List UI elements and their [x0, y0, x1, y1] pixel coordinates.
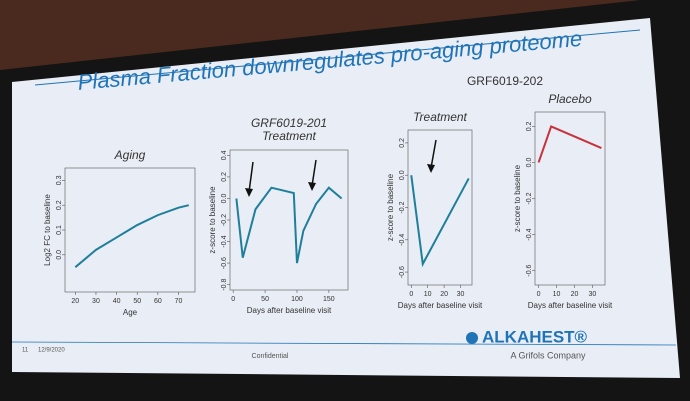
y-tick-label: 0.2	[526, 121, 533, 131]
x-tick-label: 150	[323, 296, 335, 303]
y-tick-label: -0.8	[221, 278, 228, 290]
x-tick-label: 30	[457, 291, 465, 298]
x-tick-label: 50	[133, 298, 141, 305]
x-tick-label: 30	[92, 298, 100, 305]
y-tick-label: 0.2	[399, 138, 406, 148]
x-tick-label: 40	[113, 298, 121, 305]
y-tick-label: -0.4	[221, 235, 228, 247]
x-axis-label: Days after baseline visit	[247, 306, 332, 315]
panel-title: GRF6019-201	[251, 116, 327, 130]
x-tick-label: 10	[424, 291, 432, 298]
y-tick-label: -0.4	[399, 234, 406, 246]
y-tick-label: 0.4	[221, 150, 228, 160]
panel-title: Aging	[114, 148, 146, 162]
data-line	[74, 204, 190, 268]
y-tick-label: 0.1	[56, 225, 63, 235]
x-tick-label: 30	[589, 291, 597, 298]
footer-rule	[11, 341, 677, 346]
x-tick-label: 10	[553, 291, 561, 298]
x-tick-label: 70	[175, 298, 183, 305]
page-number: 11	[22, 348, 29, 354]
y-axis-label: Log2 FC to baseline	[43, 194, 52, 266]
x-tick-label: 50	[261, 296, 269, 303]
y-axis-label: z-score to baseline	[386, 173, 395, 241]
x-tick-label: 20	[571, 291, 579, 298]
y-tick-label: -0.4	[526, 228, 533, 240]
logo-sub: A Grifols Company	[510, 350, 586, 360]
arrowhead	[427, 164, 435, 173]
y-tick-label: -0.2	[399, 201, 406, 213]
arrowhead	[308, 182, 316, 191]
logo-icon	[466, 332, 478, 344]
y-tick-label: 0.0	[399, 170, 406, 180]
arrow	[248, 161, 254, 193]
x-tick-label: 60	[154, 298, 162, 305]
x-tick-label: 20	[71, 298, 79, 305]
y-tick-label: -0.6	[399, 266, 406, 278]
x-tick-label: 100	[291, 296, 303, 303]
y-tick-label: -0.2	[526, 192, 533, 204]
arrowhead	[245, 188, 253, 197]
logo: ALKAHEST®	[482, 327, 588, 346]
y-tick-label: -0.6	[526, 264, 533, 276]
data-line	[410, 175, 470, 268]
y-tick-label: 0.3	[56, 175, 63, 185]
group-title: GRF6019-202	[467, 74, 543, 88]
arrow	[311, 159, 317, 187]
x-tick-label: 0	[231, 296, 235, 303]
y-tick-label: -0.2	[221, 214, 228, 226]
x-tick-label: 0	[537, 291, 541, 298]
y-tick-label: 0.0	[526, 157, 533, 167]
y-axis-label: z-score to baseline	[513, 164, 522, 232]
y-tick-label: -0.6	[221, 257, 228, 269]
y-tick-label: 0.2	[56, 200, 63, 210]
x-axis-label: Days after baseline visit	[398, 301, 483, 310]
title-rule	[34, 29, 641, 86]
x-tick-label: 0	[409, 291, 413, 298]
date: 12/9/2020	[38, 348, 65, 354]
panel-title: Placebo	[548, 92, 592, 106]
data-line	[235, 186, 343, 264]
x-axis-label: Days after baseline visit	[528, 301, 613, 310]
y-tick-label: 0.2	[221, 172, 228, 182]
y-tick-label: 0.0	[56, 250, 63, 260]
x-axis-label: Age	[123, 308, 138, 317]
confidential: Confidential	[252, 353, 289, 360]
arrow	[430, 139, 437, 169]
panel-subtitle: Treatment	[262, 129, 316, 143]
y-tick-label: 0.0	[221, 193, 228, 203]
x-tick-label: 20	[440, 291, 448, 298]
slide	[12, 18, 680, 378]
data-line	[537, 125, 602, 163]
y-axis-label: z-score to baseline	[208, 186, 217, 254]
panel-title: Treatment	[413, 110, 467, 124]
